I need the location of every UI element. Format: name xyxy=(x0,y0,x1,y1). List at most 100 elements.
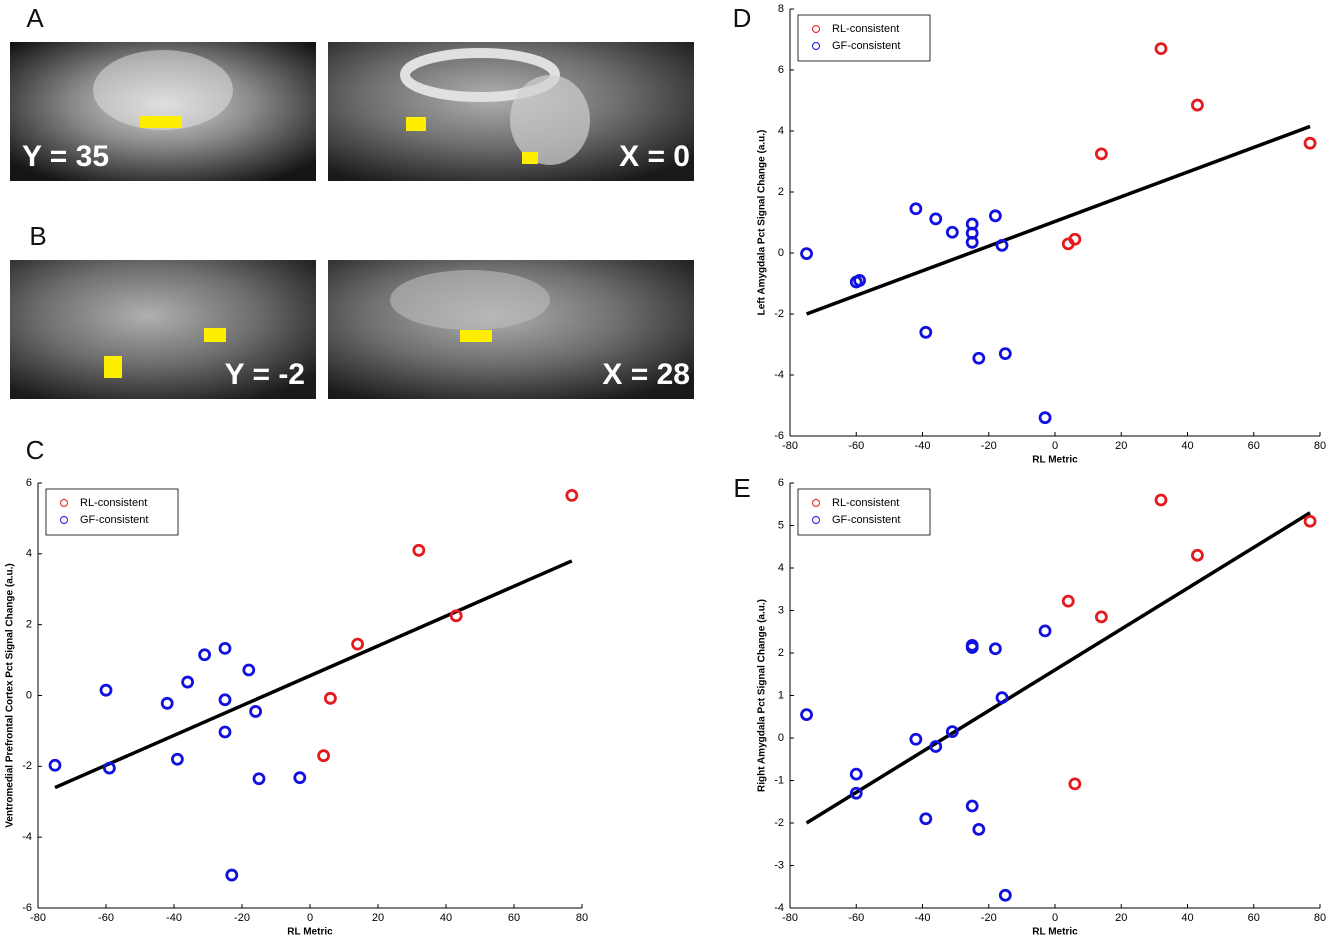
point xyxy=(50,760,60,770)
x-tick-label: 60 xyxy=(1248,440,1260,452)
point xyxy=(1096,612,1106,622)
point xyxy=(974,824,984,834)
legend-box xyxy=(798,15,930,61)
point xyxy=(353,639,363,649)
x-tick-label: -40 xyxy=(166,912,182,924)
legend-box xyxy=(798,489,930,535)
x-tick-label: -80 xyxy=(782,440,798,452)
point xyxy=(967,801,977,811)
y-tick-label: -4 xyxy=(774,902,784,914)
panel-label: D xyxy=(733,3,752,33)
point xyxy=(220,727,230,737)
y-tick-label: 3 xyxy=(778,604,784,616)
x-tick-label: 80 xyxy=(1314,440,1326,452)
fit-line xyxy=(55,561,572,788)
y-tick-label: 4 xyxy=(26,548,32,560)
x-tick-label: -40 xyxy=(915,912,931,924)
fit-line xyxy=(807,513,1311,823)
panel-label: E xyxy=(733,473,750,503)
point xyxy=(319,751,329,761)
x-tick-label: 60 xyxy=(1248,912,1260,924)
x-tick-label: 0 xyxy=(1052,912,1058,924)
x-tick-label: -20 xyxy=(234,912,250,924)
point xyxy=(1096,149,1106,159)
x-tick-label: 40 xyxy=(1181,912,1193,924)
x-tick-label: 40 xyxy=(440,912,452,924)
brain-slice: X = 28 xyxy=(328,260,694,399)
brain-slice: Y = 35 xyxy=(10,42,316,181)
point xyxy=(802,710,812,720)
point xyxy=(183,677,193,687)
x-axis-label: RL Metric xyxy=(1032,927,1078,938)
point xyxy=(931,214,941,224)
x-tick-label: 20 xyxy=(1115,440,1127,452)
y-tick-label: -6 xyxy=(774,430,784,442)
point xyxy=(921,814,931,824)
y-axis-label: Right Amygdala Pct Signal Change (a.u.) xyxy=(757,599,768,792)
point xyxy=(251,706,261,716)
point xyxy=(990,644,1000,654)
chart: -80-60-40-20020406080-6-4-20246RL Metric… xyxy=(5,477,588,938)
point xyxy=(295,773,305,783)
x-tick-label: -40 xyxy=(915,440,931,452)
y-tick-label: 1 xyxy=(778,689,784,701)
y-tick-label: 8 xyxy=(778,3,784,15)
figure: A B C D E Y = 35 X = 0 Y = -2 X = 28 -80… xyxy=(0,0,1344,942)
y-tick-label: 0 xyxy=(778,247,784,259)
slice-label: Y = 35 xyxy=(22,140,109,173)
panel-label: C xyxy=(26,435,45,465)
x-tick-label: 0 xyxy=(307,912,313,924)
point xyxy=(101,685,111,695)
point xyxy=(1063,596,1073,606)
point xyxy=(227,870,237,880)
point xyxy=(1000,890,1010,900)
x-tick-label: 80 xyxy=(576,912,588,924)
point xyxy=(911,204,921,214)
x-tick-label: -60 xyxy=(848,440,864,452)
panel-label: A xyxy=(26,3,44,33)
point xyxy=(1156,44,1166,54)
point xyxy=(911,734,921,744)
y-tick-label: 4 xyxy=(778,125,784,137)
legend-label: RL-consistent xyxy=(832,497,899,509)
slice-label: X = 28 xyxy=(602,358,690,391)
legend-label: RL-consistent xyxy=(80,497,147,509)
y-axis-label: Left Amygdala Pct Signal Change (a.u.) xyxy=(757,130,768,316)
y-tick-label: 2 xyxy=(26,619,32,631)
x-tick-label: -80 xyxy=(782,912,798,924)
chart: -80-60-40-20020406080-6-4-202468RL Metri… xyxy=(757,3,1326,466)
slice-label: X = 0 xyxy=(619,140,690,173)
point xyxy=(1040,413,1050,423)
x-tick-label: 20 xyxy=(1115,912,1127,924)
point xyxy=(220,643,230,653)
point xyxy=(414,545,424,555)
point xyxy=(990,211,1000,221)
point xyxy=(947,227,957,237)
y-tick-label: 0 xyxy=(26,689,32,701)
point xyxy=(244,665,254,675)
panel-label: B xyxy=(29,221,46,251)
point xyxy=(921,327,931,337)
y-tick-label: 2 xyxy=(778,186,784,198)
legend-label: GF-consistent xyxy=(832,40,900,52)
point xyxy=(325,693,335,703)
point xyxy=(1070,779,1080,789)
x-tick-label: 40 xyxy=(1181,440,1193,452)
y-tick-label: -1 xyxy=(774,774,784,786)
y-tick-label: -3 xyxy=(774,859,784,871)
point xyxy=(1305,516,1315,526)
legend-label: RL-consistent xyxy=(832,23,899,35)
y-tick-label: -4 xyxy=(774,369,784,381)
legend-label: GF-consistent xyxy=(80,514,148,526)
brain-slice: Y = -2 xyxy=(10,260,316,399)
x-tick-label: 0 xyxy=(1052,440,1058,452)
y-tick-label: -4 xyxy=(22,831,32,843)
y-tick-label: 4 xyxy=(778,562,784,574)
x-tick-label: 80 xyxy=(1314,912,1326,924)
point xyxy=(162,698,172,708)
point xyxy=(851,769,861,779)
x-tick-label: -20 xyxy=(981,912,997,924)
y-tick-label: 6 xyxy=(778,64,784,76)
x-axis-label: RL Metric xyxy=(287,927,333,938)
point xyxy=(974,353,984,363)
